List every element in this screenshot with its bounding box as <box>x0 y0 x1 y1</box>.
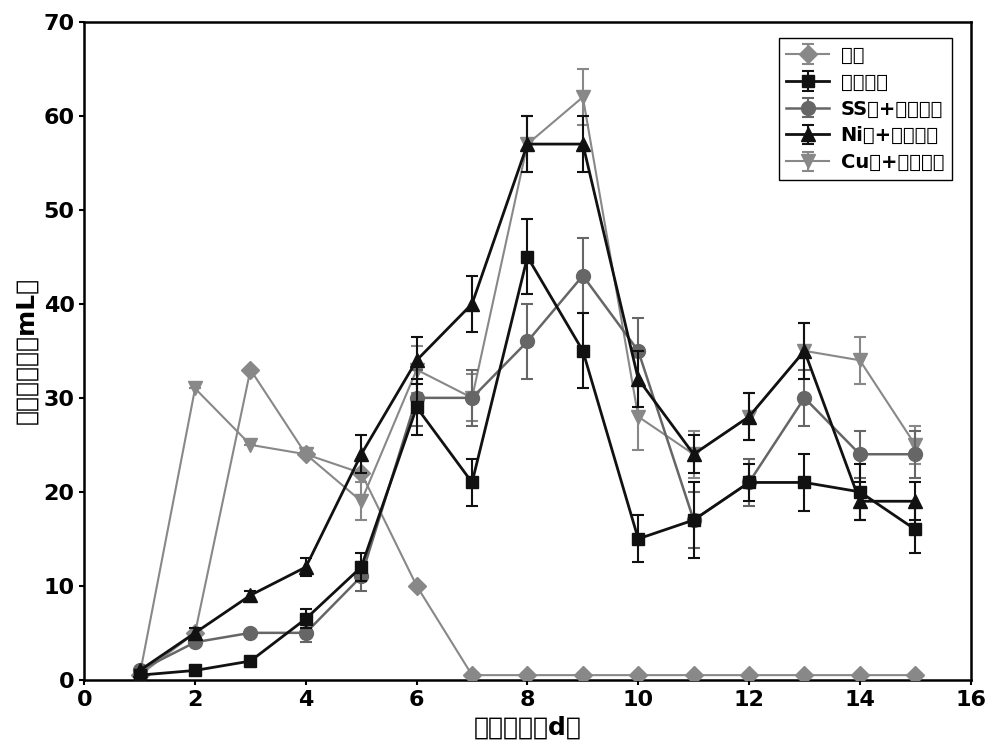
Legend: 厉氧, 碱预处理, SS网+碱预处理, Ni网+碱预处理, Cu网+碱预处理: 厉氧, 碱预处理, SS网+碱预处理, Ni网+碱预处理, Cu网+碱预处理 <box>779 38 952 180</box>
X-axis label: 运行时间（d）: 运行时间（d） <box>474 715 581 739</box>
Y-axis label: 日产甲烷量（mL）: 日产甲烷量（mL） <box>14 277 38 425</box>
